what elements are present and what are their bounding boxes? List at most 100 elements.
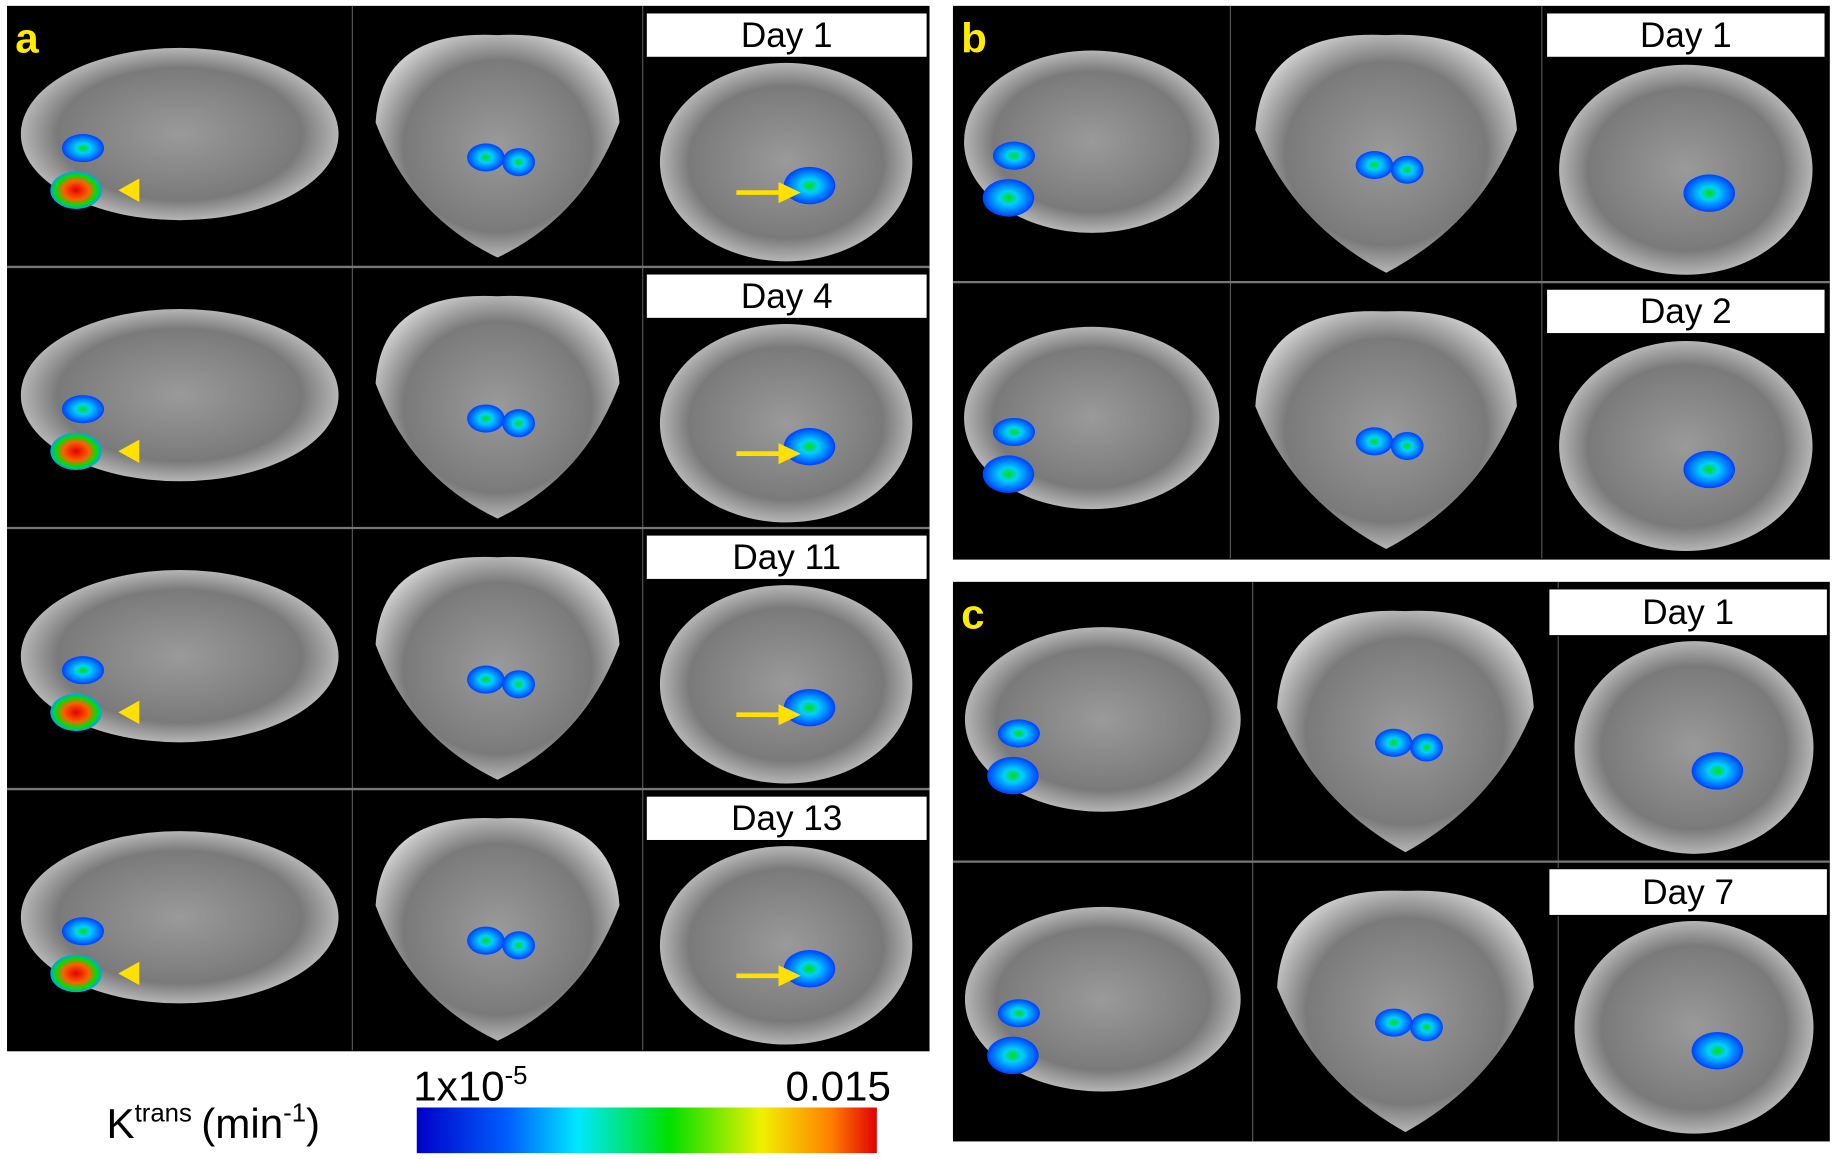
enhancement xyxy=(61,134,105,163)
quantity: K xyxy=(107,1100,135,1147)
arrowhead xyxy=(118,700,140,725)
axial-slice xyxy=(1559,341,1813,552)
enhancement xyxy=(467,404,505,433)
coronal-slice xyxy=(1255,34,1517,273)
enhancement xyxy=(1355,427,1394,456)
coronal-slice xyxy=(375,34,620,258)
day-label: Day 2 xyxy=(1640,292,1732,331)
sagittal-slice xyxy=(20,47,339,221)
day-box xyxy=(645,534,928,581)
arrowhead xyxy=(778,443,801,465)
enhancement xyxy=(61,917,105,946)
day-box xyxy=(1545,12,1826,58)
panel: Day 1 Day 7 c xyxy=(952,581,1830,1142)
enhancement xyxy=(502,148,536,177)
enhancement xyxy=(1390,431,1424,461)
colorbar-max: 0.015 xyxy=(785,1062,890,1109)
coronal-slice xyxy=(375,295,620,519)
day-box xyxy=(645,12,928,58)
day-label: Day 4 xyxy=(741,277,833,316)
enhancement xyxy=(783,950,836,988)
enhancement xyxy=(502,409,536,438)
enhancement xyxy=(997,999,1040,1028)
quantity-sup: trans xyxy=(135,1100,192,1128)
arrowhead xyxy=(778,704,801,726)
colorbar: Ktrans (min-1) 1x10-5 0.015 xyxy=(107,1062,891,1154)
axial-slice xyxy=(659,62,913,262)
coronal-slice xyxy=(375,817,620,1041)
enhancement xyxy=(1374,1008,1413,1037)
enhancement xyxy=(1683,174,1735,212)
min-base: 1x10 xyxy=(413,1062,504,1109)
colorbar-gradient xyxy=(416,1107,877,1154)
enhancement xyxy=(467,926,505,955)
day-label: Day 13 xyxy=(731,799,842,838)
panel: Day 1 Day 2 b xyxy=(952,5,1830,560)
axial-slice xyxy=(1559,64,1813,275)
sagittal-slice xyxy=(20,831,339,1004)
enhancement xyxy=(1355,151,1394,180)
enhancement xyxy=(50,954,102,993)
enhancement xyxy=(992,417,1036,447)
enhancement xyxy=(987,756,1039,795)
enhancement xyxy=(783,166,836,205)
arrowhead xyxy=(118,961,140,986)
day-box xyxy=(1548,588,1829,637)
enhancement xyxy=(1410,733,1443,762)
enhancement xyxy=(1691,1031,1744,1070)
axial-slice xyxy=(659,585,913,784)
panel-label: b xyxy=(961,15,987,62)
panel: Day 1 Day 4 Day 11 Day 13 a xyxy=(7,5,930,1052)
enhancement xyxy=(987,1036,1039,1075)
unit: (min xyxy=(201,1100,283,1147)
day-box xyxy=(645,795,928,842)
arrowhead xyxy=(118,178,140,202)
axial-slice xyxy=(1574,920,1814,1134)
enhancement xyxy=(61,656,105,685)
enhancement xyxy=(1390,155,1424,184)
min-sup: -5 xyxy=(505,1062,528,1090)
enhancement xyxy=(467,143,505,172)
enhancement xyxy=(50,693,102,732)
enhancement xyxy=(502,931,536,960)
enhancement xyxy=(783,688,836,727)
day-box xyxy=(1545,288,1826,335)
day-label: Day 1 xyxy=(741,16,833,55)
day-label: Day 7 xyxy=(1642,873,1734,912)
enhancement xyxy=(1683,450,1735,489)
coronal-slice xyxy=(375,556,620,780)
day-box xyxy=(1548,868,1829,917)
axial-slice xyxy=(659,324,913,523)
day-label: Day 1 xyxy=(1640,16,1732,55)
sagittal-slice xyxy=(20,308,339,482)
enhancement xyxy=(982,179,1035,217)
day-box xyxy=(645,273,928,320)
enhancement xyxy=(50,432,102,471)
enhancement xyxy=(467,665,505,694)
panel-label: a xyxy=(15,15,39,62)
day-label: Day 11 xyxy=(732,538,841,577)
enhancement xyxy=(997,719,1040,748)
arrowhead xyxy=(778,182,801,204)
enhancement xyxy=(1374,728,1413,757)
arrowhead xyxy=(118,439,140,464)
colorbar-min: 1x10-5 xyxy=(413,1062,527,1109)
day-label: Day 1 xyxy=(1642,593,1734,632)
unit-close: ) xyxy=(306,1100,320,1147)
coronal-slice xyxy=(1255,311,1517,550)
unit-sup: -1 xyxy=(283,1100,306,1128)
axial-slice xyxy=(659,846,913,1045)
coronal-slice xyxy=(1277,610,1534,853)
coronal-slice xyxy=(1277,890,1534,1133)
enhancement xyxy=(61,395,105,424)
colorbar-title: Ktrans (min-1) xyxy=(107,1100,321,1147)
enhancement xyxy=(50,171,102,209)
enhancement xyxy=(982,455,1035,493)
enhancement xyxy=(1410,1013,1443,1042)
sagittal-slice xyxy=(20,570,339,743)
enhancement xyxy=(992,141,1036,170)
enhancement xyxy=(783,427,836,466)
enhancement xyxy=(502,670,536,699)
